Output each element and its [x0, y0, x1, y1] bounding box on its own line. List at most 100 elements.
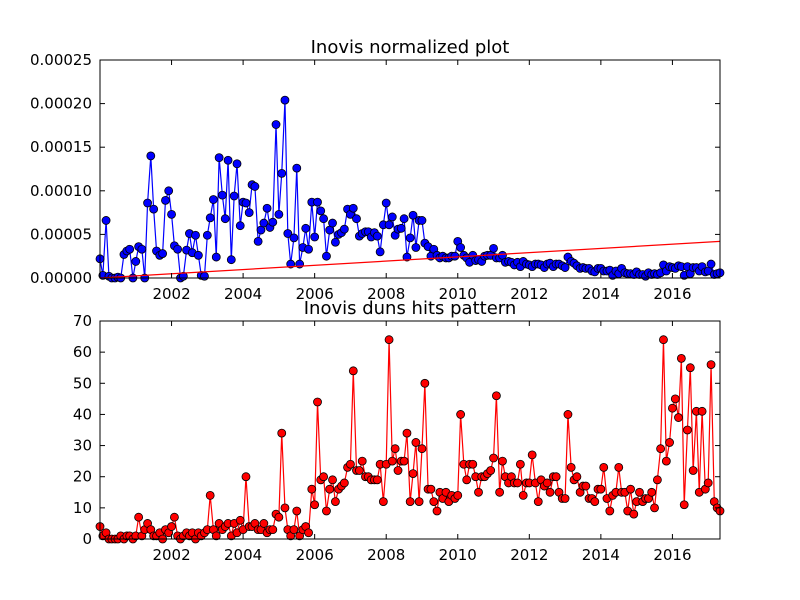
duns-hits-point — [339, 478, 349, 488]
normalized-plot-point — [387, 212, 397, 222]
duns-hits-x-tick-label: 2016 — [653, 546, 691, 564]
duns-hits-y-tick-label: 0 — [82, 530, 92, 548]
normalized-plot-point — [214, 153, 224, 163]
normalized-plot-point — [316, 206, 326, 216]
normalized-plot-title: Inovis normalized plot — [311, 37, 510, 58]
duns-hits-point — [652, 475, 662, 485]
duns-hits-point — [408, 469, 418, 479]
duns-hits-point — [357, 456, 367, 466]
normalized-plot-point — [211, 252, 221, 262]
normalized-plot-point — [289, 233, 299, 243]
normalized-plot-point — [226, 255, 236, 265]
normalized-plot-point — [292, 163, 302, 173]
duns-hits-point — [134, 512, 144, 522]
duns-hits-point — [322, 506, 331, 516]
duns-hits-point — [656, 444, 666, 454]
normalized-plot-y-tick-label: 0.00010 — [30, 182, 92, 200]
normalized-plot-point — [158, 249, 168, 258]
normalized-plot-point — [223, 155, 233, 165]
normalized-plot-point — [328, 218, 337, 228]
normalized-plot-point — [411, 243, 421, 252]
normalized-plot-point — [253, 236, 263, 246]
duns-hits-point — [665, 438, 674, 447]
duns-hits-point — [405, 497, 415, 507]
duns-hits-chart: Inovis duns hits pattern 0 10 20 30 40 50 60 70… — [73, 298, 725, 564]
normalized-plot-point — [143, 198, 152, 208]
duns-hits-point — [310, 500, 320, 510]
normalized-plot-y-tick-label: 0.00000 — [30, 269, 92, 287]
duns-hits-point — [235, 515, 245, 525]
normalized-plot-point — [232, 159, 242, 169]
normalized-plot-point — [274, 209, 284, 219]
duns-hits-point — [668, 403, 677, 413]
duns-hits-point — [495, 487, 505, 497]
normalized-plot-point — [456, 243, 466, 252]
duns-hits-point — [650, 503, 659, 513]
normalized-plot-point — [301, 223, 311, 233]
duns-hits-point — [515, 459, 525, 469]
normalized-plot-point — [319, 214, 329, 224]
normalized-plot-x-tick-label: 2002 — [152, 285, 190, 303]
normalized-plot-point — [322, 251, 331, 261]
normalized-plot-point — [352, 214, 361, 224]
duns-hits-point — [331, 497, 340, 507]
duns-hits-point — [205, 490, 215, 500]
duns-hits-point — [372, 475, 382, 485]
normalized-plot-point — [310, 232, 320, 242]
duns-hits-point — [527, 450, 537, 460]
duns-hits-point — [581, 481, 591, 491]
duns-hits-point — [402, 428, 412, 438]
normalized-plot-point — [137, 244, 147, 254]
duns-hits-y-tick-label: 20 — [73, 468, 92, 486]
duns-hits-point — [635, 487, 644, 497]
normalized-plot-point — [250, 182, 260, 191]
normalized-plot-point — [229, 191, 239, 201]
normalized-plot-point — [146, 151, 156, 161]
duns-hits-point — [280, 503, 290, 513]
normalized-plot-point — [173, 244, 183, 254]
normalized-plot-point — [164, 186, 174, 196]
normalized-plot-point — [408, 210, 418, 220]
duns-hits-point — [426, 484, 436, 494]
duns-hits-point — [688, 466, 698, 475]
normalized-plot-point — [396, 223, 406, 233]
duns-hits-point — [670, 394, 680, 404]
duns-hits-point — [518, 490, 528, 500]
duns-hits-point — [513, 478, 522, 488]
normalized-plot-point — [283, 229, 293, 238]
normalized-plot-point — [244, 208, 254, 218]
duns-hits-point — [626, 484, 635, 494]
normalized-plot-point — [235, 221, 245, 231]
duns-hits-x-tick-label: 2008 — [367, 546, 405, 564]
duns-hits-y-tick-label: 40 — [73, 405, 92, 423]
normalized-plot-point — [402, 252, 412, 262]
normalized-plot-point — [125, 244, 135, 254]
duns-hits-point — [346, 459, 355, 469]
duns-hits-point — [399, 456, 409, 466]
duns-hits-point — [590, 497, 600, 507]
normalized-plot-point — [706, 259, 716, 269]
normalized-plot-point — [384, 220, 394, 230]
duns-hits-y-tick-label: 60 — [73, 343, 92, 361]
duns-hits-y-tick-label: 10 — [73, 499, 92, 517]
duns-hits-point — [629, 509, 639, 519]
duns-hits-y-tick-label: 30 — [73, 437, 92, 455]
duns-hits-y-tick-label: 50 — [73, 374, 92, 392]
duns-hits-point — [533, 497, 543, 507]
duns-hits-point — [489, 453, 498, 463]
duns-hits-point — [304, 528, 313, 538]
duns-hits-point — [354, 466, 364, 475]
duns-hits-point — [605, 506, 615, 516]
duns-hits-title: Inovis duns hits pattern — [304, 298, 517, 319]
duns-hits-point — [572, 472, 582, 482]
duns-hits-point — [328, 475, 337, 485]
duns-hits-point — [683, 425, 692, 435]
normalized-plot-x-tick-label: 2010 — [439, 285, 477, 303]
duns-hits-point — [325, 484, 335, 494]
normalized-plot-point — [217, 190, 227, 200]
normalized-plot-point — [220, 214, 230, 224]
duns-hits-point — [170, 512, 179, 522]
normalized-plot-y-tick-label: 0.00015 — [30, 138, 92, 156]
duns-hits-point — [387, 456, 397, 466]
normalized-plot-point — [277, 168, 287, 178]
